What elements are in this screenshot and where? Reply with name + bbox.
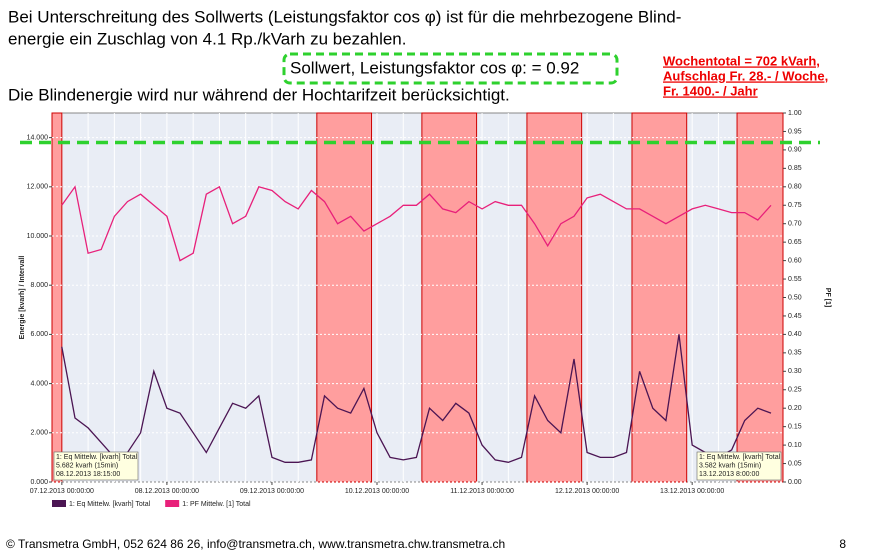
y2-tick-label: 0.10 [788,442,802,449]
x-tick-label: 11.12.2013 00:00:00 [450,488,514,495]
legend-label: 1: Eq Mittelw. [kvarh] Total [69,501,151,508]
y-tick-label: 14.000 [27,134,49,141]
series-line [61,185,772,262]
y2-tick-label: 0.40 [788,331,802,338]
legend-swatch [52,500,66,507]
tooltip-box [696,451,782,481]
tariff-band [51,112,63,483]
y-tick-label: 2.000 [30,430,48,437]
y2-tick-label: 0.30 [788,368,802,375]
series-line [61,334,772,463]
y-tick-label: 6.000 [30,331,48,338]
y2-tick-label: 0.75 [788,202,802,209]
tooltip-text: 5.682 kvarh (15min) [56,462,118,469]
title-line: Bei Unterschreitung des Sollwerts (Leist… [8,7,681,26]
tariff-band [421,112,478,483]
x-tick-label: 07.12.2013 00:00:00 [30,488,94,495]
y2-tick-label: 0.45 [788,313,802,320]
tariff-band [736,112,784,483]
y2-tick-label: 0.65 [788,239,802,246]
tooltip-text: 13.12.2013 8:00:00 [699,471,759,478]
legend-label: 1: PF Mittelw. [1] Total [182,501,251,508]
y2-tick-label: 0.70 [788,221,802,228]
tooltip-text: 08.12.2013 18:15:00 [56,471,120,478]
y-tick-label: 12.000 [27,184,49,191]
setpoint-box [282,52,619,85]
footer: © Transmetra GmbH, 052 624 86 26, info@t… [6,537,505,551]
tooltip-text: 3.582 kvarh (15min) [699,462,761,469]
y2-tick-label: 0.35 [788,350,802,357]
tariff-band [631,112,688,483]
note-line: Aufschlag Fr. 28.- / Woche, [663,68,828,83]
tariff-band [526,112,583,483]
y2-tick-label: 0.50 [788,294,802,301]
y2-tick-label: 0.15 [788,423,802,430]
x-tick-label: 10.12.2013 00:00:00 [345,488,409,495]
x-tick-label: 12.12.2013 00:00:00 [555,488,619,495]
y2-tick-label: 0.90 [788,147,802,154]
y2-tick-label: 1.00 [788,110,802,117]
page-number: 8 [839,537,846,551]
title-line: energie ein Zuschlag von 4.1 Rp./kVarh z… [8,29,407,48]
y-tick-label: 0.000 [30,479,48,486]
setpoint-text: Sollwert, Leistungsfaktor cos φ: = 0.92 [290,58,579,77]
x-tick-label: 13.12.2013 00:00:00 [660,488,724,495]
legend-swatch [165,500,180,507]
y-axis-label: Energie [kvarh] / Intervall [19,256,26,340]
y-tick-label: 8.000 [30,282,48,289]
y2-tick-label: 0.00 [788,479,802,486]
y2-tick-label: 0.05 [788,460,802,467]
y-tick-label: 4.000 [30,380,48,387]
tooltip-text: 1: Eq Mittelw. [kvarh] Total [56,454,138,461]
y2-tick-label: 0.25 [788,387,802,394]
y-tick-label: 10.000 [27,233,49,240]
x-tick-label: 09.12.2013 00:00:00 [240,488,304,495]
y2-axis-label: PF [1] [824,288,831,307]
note-line: Wochentotal = 702 kVarh, [663,53,820,68]
y2-tick-label: 0.80 [788,184,802,191]
note-line: Fr. 1400.- / Jahr [663,83,758,98]
tooltip-box [53,451,139,481]
subtitle: Die Blindenergie wird nur während der Ho… [8,85,510,104]
y2-tick-label: 0.20 [788,405,802,412]
y2-tick-label: 0.60 [788,257,802,264]
y2-tick-label: 0.55 [788,276,802,283]
tooltip-text: 1: Eq Mittelw. [kvarh] Total [699,454,781,461]
tariff-band [316,112,373,483]
y2-tick-label: 0.85 [788,165,802,172]
x-tick-label: 08.12.2013 00:00:00 [135,488,199,495]
y2-tick-label: 0.95 [788,128,802,135]
